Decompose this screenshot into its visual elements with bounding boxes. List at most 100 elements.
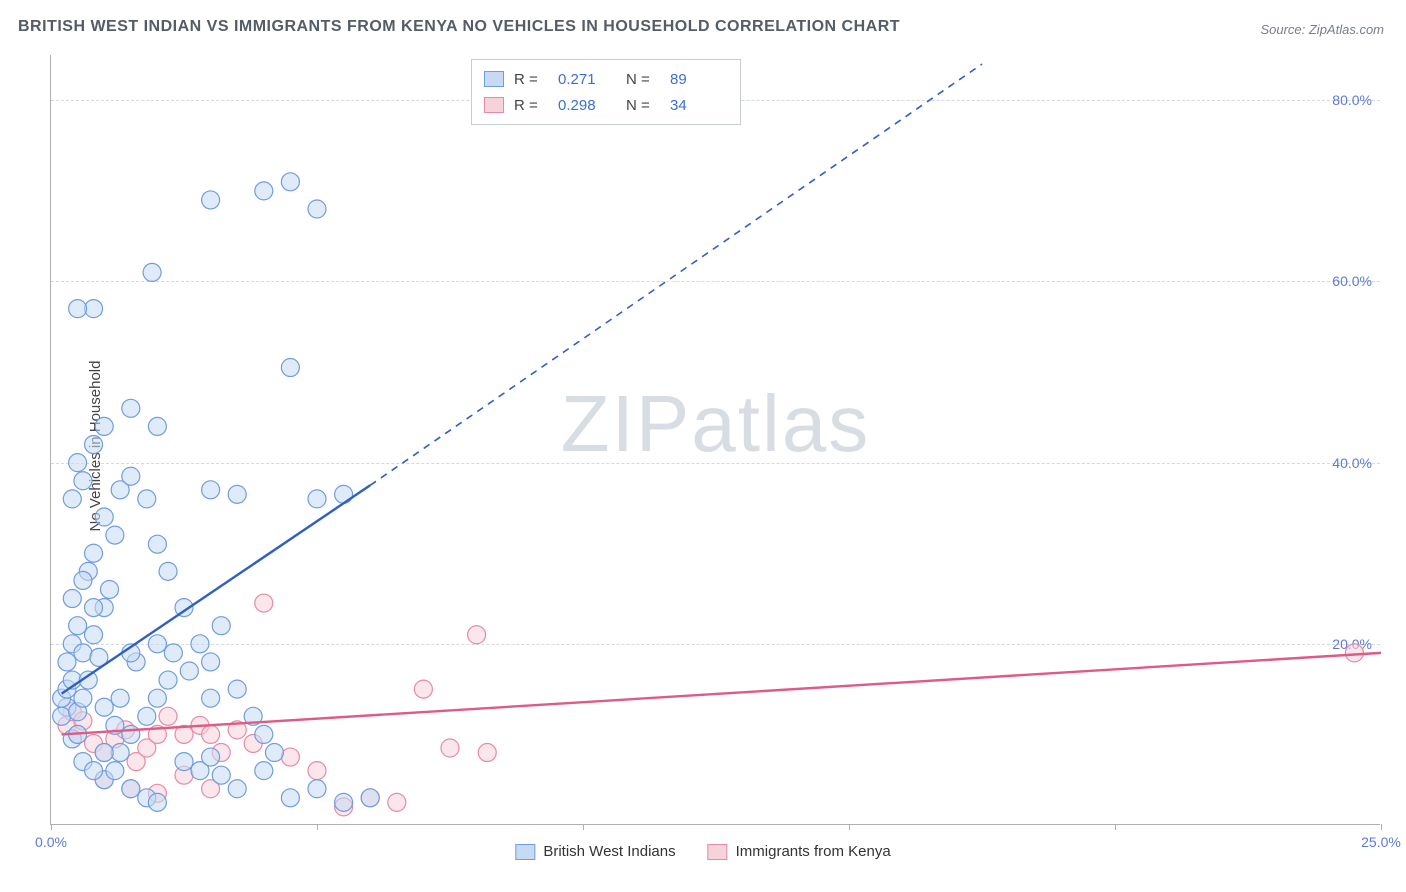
scatter-point bbox=[148, 535, 166, 553]
scatter-point bbox=[95, 417, 113, 435]
scatter-point bbox=[414, 680, 432, 698]
scatter-point bbox=[148, 417, 166, 435]
n-value-a: 89 bbox=[670, 71, 728, 88]
swatch-series-b bbox=[708, 844, 728, 860]
scatter-point bbox=[74, 571, 92, 589]
scatter-point bbox=[164, 644, 182, 662]
scatter-point bbox=[202, 725, 220, 743]
scatter-point bbox=[85, 544, 103, 562]
scatter-point bbox=[191, 635, 209, 653]
scatter-point bbox=[255, 594, 273, 612]
scatter-point bbox=[202, 689, 220, 707]
scatter-point bbox=[74, 689, 92, 707]
scatter-point bbox=[202, 481, 220, 499]
source-attribution: Source: ZipAtlas.com bbox=[1260, 22, 1384, 37]
scatter-point bbox=[74, 644, 92, 662]
scatter-point bbox=[95, 744, 113, 762]
scatter-point bbox=[85, 599, 103, 617]
scatter-point bbox=[281, 173, 299, 191]
scatter-point bbox=[281, 748, 299, 766]
scatter-point bbox=[53, 707, 71, 725]
scatter-point bbox=[148, 689, 166, 707]
scatter-point bbox=[85, 436, 103, 454]
scatter-point bbox=[63, 590, 81, 608]
series-a-label: British West Indians bbox=[543, 843, 675, 860]
legend-item-b: Immigrants from Kenya bbox=[708, 843, 891, 860]
legend-row-b: R = 0.298 N = 34 bbox=[484, 92, 728, 118]
scatter-point bbox=[308, 762, 326, 780]
scatter-point bbox=[122, 399, 140, 417]
scatter-point bbox=[255, 725, 273, 743]
scatter-point bbox=[111, 744, 129, 762]
xtick-label: 25.0% bbox=[1361, 834, 1401, 850]
scatter-point bbox=[101, 580, 119, 598]
xtick bbox=[583, 824, 584, 830]
scatter-point bbox=[202, 653, 220, 671]
scatter-point bbox=[265, 744, 283, 762]
scatter-point bbox=[69, 454, 87, 472]
scatter-point bbox=[308, 200, 326, 218]
scatter-point bbox=[308, 490, 326, 508]
scatter-point bbox=[228, 485, 246, 503]
scatter-point bbox=[122, 725, 140, 743]
scatter-point bbox=[95, 508, 113, 526]
scatter-point bbox=[361, 789, 379, 807]
trend-line bbox=[62, 653, 1381, 735]
n-value-b: 34 bbox=[670, 97, 728, 114]
scatter-point bbox=[159, 671, 177, 689]
scatter-point bbox=[175, 753, 193, 771]
scatter-point bbox=[388, 793, 406, 811]
scatter-point bbox=[106, 526, 124, 544]
scatter-point bbox=[478, 744, 496, 762]
scatter-point bbox=[212, 766, 230, 784]
scatter-point bbox=[63, 490, 81, 508]
scatter-point bbox=[95, 698, 113, 716]
scatter-point bbox=[281, 789, 299, 807]
scatter-point bbox=[228, 680, 246, 698]
xtick bbox=[317, 824, 318, 830]
n-label: N = bbox=[626, 71, 660, 88]
scatter-point bbox=[202, 191, 220, 209]
n-label: N = bbox=[626, 97, 660, 114]
series-b-label: Immigrants from Kenya bbox=[736, 843, 891, 860]
legend-item-a: British West Indians bbox=[515, 843, 675, 860]
scatter-point bbox=[335, 793, 353, 811]
scatter-point bbox=[335, 485, 353, 503]
r-label: R = bbox=[514, 97, 548, 114]
scatter-point bbox=[69, 617, 87, 635]
scatter-point bbox=[1345, 644, 1363, 662]
scatter-point bbox=[85, 300, 103, 318]
scatter-point bbox=[58, 653, 76, 671]
xtick bbox=[1115, 824, 1116, 830]
trend-line-dashed bbox=[370, 64, 982, 485]
scatter-point bbox=[212, 617, 230, 635]
scatter-point bbox=[74, 472, 92, 490]
scatter-point bbox=[180, 662, 198, 680]
scatter-point bbox=[85, 626, 103, 644]
scatter-point bbox=[281, 359, 299, 377]
scatter-point bbox=[85, 762, 103, 780]
plot-area: ZIPatlas 20.0%40.0%60.0%80.0% 0.0%25.0% … bbox=[50, 55, 1380, 825]
xtick-label: 0.0% bbox=[35, 834, 67, 850]
xtick bbox=[51, 824, 52, 830]
scatter-point bbox=[143, 263, 161, 281]
scatter-point bbox=[148, 793, 166, 811]
r-value-a: 0.271 bbox=[558, 71, 616, 88]
scatter-point bbox=[441, 739, 459, 757]
scatter-point bbox=[122, 780, 140, 798]
scatter-point bbox=[69, 300, 87, 318]
scatter-point bbox=[202, 748, 220, 766]
scatter-point bbox=[159, 562, 177, 580]
scatter-point bbox=[138, 490, 156, 508]
chart-svg bbox=[51, 55, 1380, 824]
scatter-point bbox=[138, 707, 156, 725]
scatter-point bbox=[228, 780, 246, 798]
chart-title: BRITISH WEST INDIAN VS IMMIGRANTS FROM K… bbox=[18, 18, 900, 36]
scatter-point bbox=[122, 467, 140, 485]
correlation-legend: R = 0.271 N = 89 R = 0.298 N = 34 bbox=[471, 59, 741, 125]
scatter-point bbox=[255, 182, 273, 200]
swatch-series-b bbox=[484, 97, 504, 113]
scatter-point bbox=[255, 762, 273, 780]
swatch-series-a bbox=[515, 844, 535, 860]
xtick bbox=[1381, 824, 1382, 830]
